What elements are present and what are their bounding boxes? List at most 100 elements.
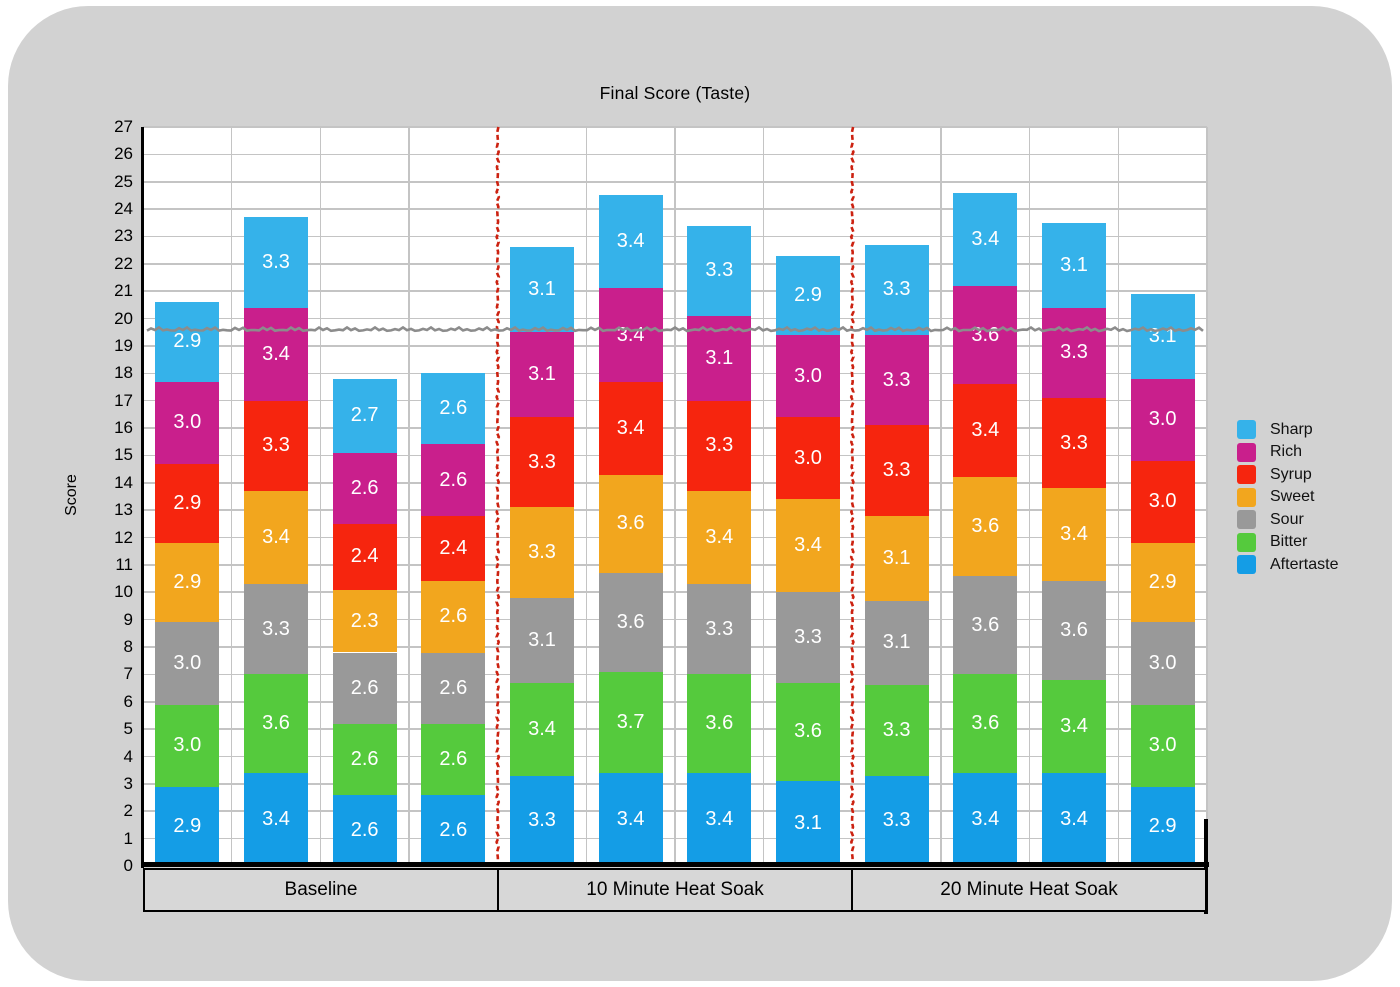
segment-value-label: 3.6 — [971, 613, 1000, 636]
y-tick-label: 7 — [123, 664, 133, 684]
bar-segment-syrup: 3.0 — [776, 417, 840, 500]
segment-value-label: 3.4 — [971, 227, 1000, 250]
y-tick-label: 6 — [123, 691, 133, 711]
segment-value-label: 3.0 — [794, 364, 822, 387]
gridline-vertical — [674, 127, 676, 866]
bar-segment-sweet: 3.4 — [1042, 488, 1106, 582]
segment-value-label: 3.4 — [616, 416, 645, 439]
bar-segment-bitter: 3.6 — [687, 674, 752, 773]
legend-swatch-sharp — [1237, 420, 1256, 439]
gridline-vertical — [230, 127, 233, 866]
segment-value-label: 2.9 — [173, 491, 202, 514]
bar-segment-rich: 3.3 — [1042, 307, 1106, 398]
y-tick-label: 3 — [123, 773, 133, 793]
bar-segment-aftertaste: 2.6 — [332, 794, 397, 866]
segment-value-label: 2.6 — [439, 468, 468, 491]
segment-value-label: 3.4 — [1060, 523, 1088, 546]
bar-segment-bitter: 3.6 — [953, 674, 1018, 773]
segment-value-label: 2.6 — [439, 605, 468, 628]
segment-value-label: 3.3 — [262, 250, 290, 273]
y-tick-label: 16 — [114, 418, 133, 438]
segment-value-label: 2.9 — [173, 330, 202, 353]
gridline-vertical — [762, 127, 765, 866]
plot-area: 2.9 3.0 3.0 2.9 2.9 3.0 2.9 3.4 3.6 3.3 3.4 3.3 3.4 3… — [143, 126, 1208, 866]
legend-item: Rich — [1237, 442, 1338, 462]
y-tick-label: 12 — [114, 527, 133, 547]
legend-swatch-sweet — [1237, 487, 1256, 507]
gridline-vertical — [1117, 127, 1120, 866]
bar-segment-bitter: 3.6 — [244, 674, 308, 773]
y-axis-label: Score — [63, 474, 80, 516]
legend: Sharp Rich Syrup Sweet Sour Bitter Aftertaste — [1237, 420, 1338, 578]
y-tick-label: 19 — [114, 335, 133, 355]
segment-value-label: 2.9 — [1148, 814, 1177, 837]
y-tick-label: 23 — [114, 226, 133, 246]
bar-segment-syrup: 3.3 — [510, 417, 574, 508]
gridline-vertical — [940, 127, 942, 866]
segment-value-label: 3.3 — [528, 450, 556, 473]
gridline-vertical — [1028, 127, 1031, 866]
bar-segment-sharp: 3.4 — [598, 195, 663, 289]
segment-value-label: 2.9 — [173, 571, 202, 594]
group-label-cell: 10 Minute Heat Soak — [497, 870, 851, 910]
group-label-band: Baseline 10 Minute Heat Soak 20 Minute Hea… — [143, 868, 1207, 912]
bar-segment-sour: 3.1 — [864, 600, 929, 686]
segment-value-label: 3.6 — [1060, 619, 1088, 642]
bar-segment-sweet: 3.1 — [864, 515, 929, 601]
y-tick-label: 10 — [114, 582, 133, 602]
y-tick-label: 15 — [114, 445, 133, 465]
segment-value-label: 2.6 — [350, 676, 379, 699]
segment-value-label: 3.3 — [882, 278, 911, 301]
segment-value-label: 3.3 — [882, 368, 911, 391]
segment-value-label: 3.3 — [1060, 431, 1088, 454]
segment-value-label: 3.6 — [262, 712, 290, 735]
legend-swatch-syrup — [1237, 465, 1256, 484]
y-tick-label: 2 — [123, 801, 133, 821]
y-axis-line — [141, 127, 144, 868]
x-axis-line — [141, 862, 1209, 867]
bar-segment-bitter: 3.0 — [155, 704, 220, 787]
gridline-vertical — [319, 127, 322, 866]
bar-segment-sharp: 2.7 — [332, 378, 397, 453]
segment-value-label: 3.3 — [528, 809, 556, 832]
segment-value-label: 3.4 — [971, 807, 1000, 830]
segment-value-label: 3.3 — [262, 434, 290, 457]
bar-segment-sharp: 3.3 — [864, 244, 929, 335]
segment-value-label: 3.0 — [173, 651, 202, 674]
y-tick-label: 17 — [114, 390, 133, 410]
bar-segment-sweet: 3.4 — [244, 491, 308, 585]
segment-value-label: 3.0 — [1148, 734, 1177, 757]
legend-swatch-bitter — [1237, 532, 1256, 552]
y-tick-label: 21 — [114, 281, 133, 301]
legend-item: Sour — [1237, 510, 1338, 529]
bar-segment-sour: 3.3 — [776, 592, 840, 683]
bar-segment-sharp: 3.3 — [687, 225, 752, 316]
segment-value-label: 3.0 — [173, 734, 202, 757]
segment-value-label: 3.0 — [1148, 651, 1177, 674]
bar-segment-syrup: 3.3 — [864, 425, 929, 516]
legend-swatch-rich — [1237, 442, 1256, 462]
bar-segment-aftertaste: 3.4 — [687, 772, 752, 866]
legend-swatch-sour — [1237, 510, 1256, 529]
gridline-vertical — [585, 127, 588, 866]
y-tick-label: 8 — [123, 637, 133, 657]
bar-segment-sour: 3.3 — [244, 584, 308, 675]
y-tick-label: 0 — [123, 856, 133, 875]
legend-item: Syrup — [1237, 465, 1338, 484]
segment-value-label: 2.6 — [350, 818, 379, 841]
y-tick-label: 5 — [123, 719, 133, 739]
bar-segment-rich: 3.0 — [1130, 378, 1195, 461]
y-tick-label: 18 — [114, 363, 133, 383]
legend-item: Sweet — [1237, 487, 1338, 507]
bar-segment-rich: 3.0 — [155, 381, 220, 464]
segment-value-label: 3.3 — [882, 809, 911, 832]
bar-segment-sweet: 2.3 — [332, 589, 397, 653]
legend-label: Syrup — [1270, 465, 1312, 483]
segment-value-label: 3.1 — [528, 363, 556, 386]
gridline-vertical — [408, 127, 410, 866]
bar-segment-sour: 2.6 — [332, 652, 397, 724]
legend-item: Bitter — [1237, 532, 1338, 552]
bar-segment-sharp: 3.3 — [244, 217, 308, 308]
bar-segment-rich: 3.0 — [776, 335, 840, 418]
